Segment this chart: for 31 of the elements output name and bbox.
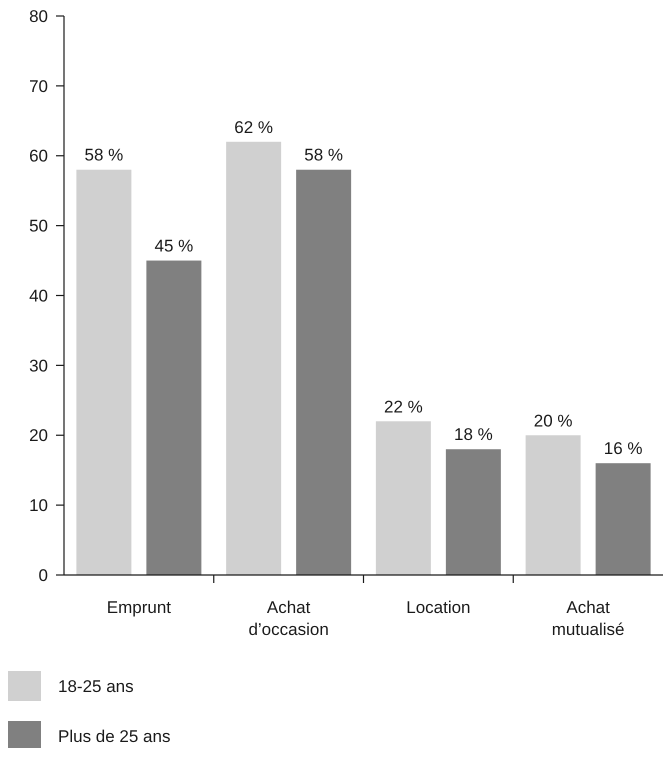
y-tick-label: 40	[29, 286, 48, 306]
data-label: 16 %	[604, 439, 642, 458]
x-tick-label: Achat d’occasion	[248, 598, 329, 639]
bar	[296, 170, 352, 575]
y-tick-label: 60	[29, 146, 48, 166]
data-label: 45 %	[154, 236, 194, 256]
x-tick-label: Emprunt	[106, 598, 172, 617]
y-tick-label: 20	[29, 426, 48, 446]
data-label: 22 %	[384, 397, 423, 416]
bar	[596, 463, 651, 575]
legend-label: 18-25 ans	[58, 676, 134, 696]
data-label: 62 %	[234, 118, 273, 137]
x-tick-label: Achat mutualisé	[552, 598, 625, 639]
y-tick-label: 70	[29, 76, 48, 96]
y-tick-label: 50	[29, 216, 48, 236]
bar	[76, 170, 132, 575]
y-tick-label: 80	[29, 6, 48, 26]
y-tick-label: 10	[29, 496, 48, 516]
bar	[146, 260, 202, 575]
y-tick-label: 0	[38, 566, 48, 585]
bar	[526, 435, 581, 575]
bar	[226, 142, 282, 575]
bar	[446, 449, 501, 575]
bar	[376, 421, 431, 575]
y-tick-label: 30	[29, 356, 48, 376]
data-label: 58 %	[84, 146, 124, 165]
data-label: 18 %	[454, 425, 493, 444]
data-label: 58 %	[304, 146, 343, 165]
data-label: 20 %	[534, 411, 572, 430]
x-tick-label: Location	[406, 598, 471, 617]
legend-label: Plus de 25 ans	[58, 726, 170, 746]
